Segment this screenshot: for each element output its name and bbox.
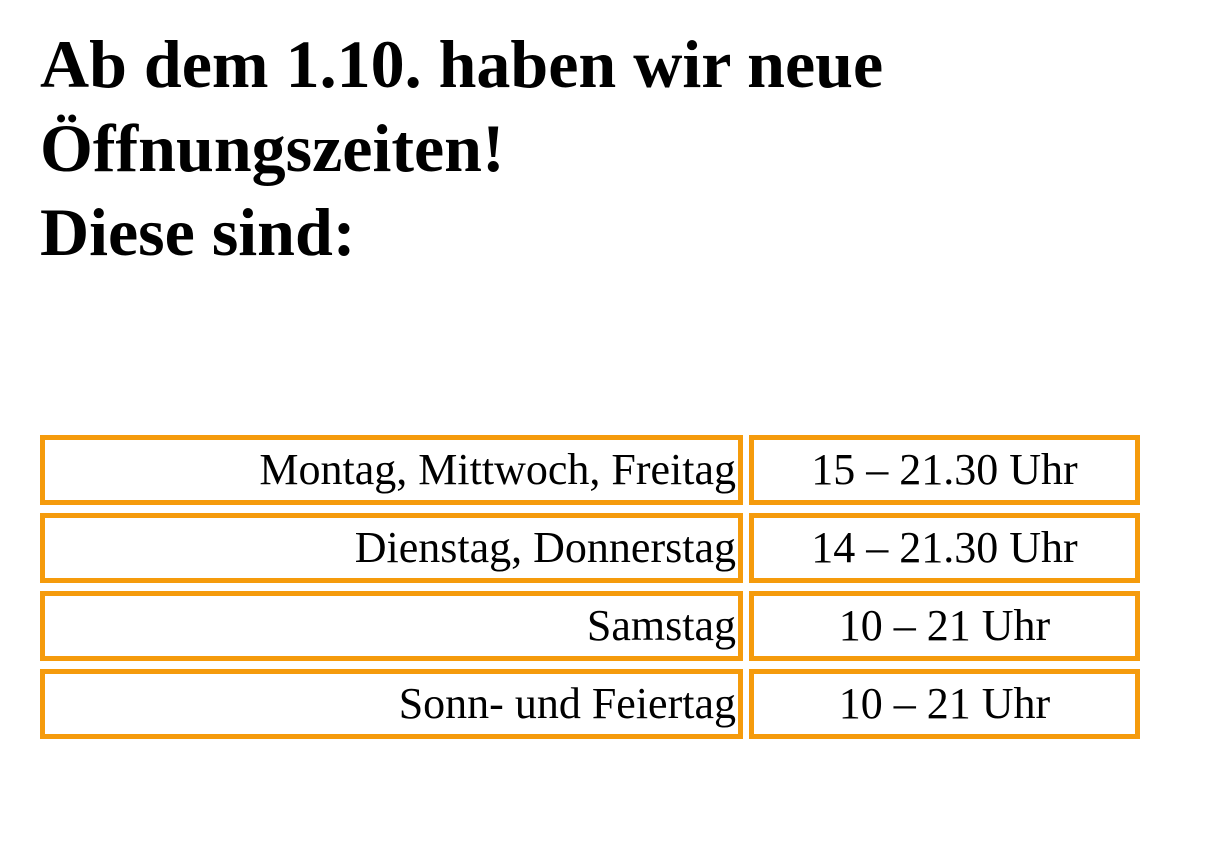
time-cell: 10 – 21 Uhr xyxy=(749,669,1140,739)
headline-line-2: Öffnungszeiten! xyxy=(40,110,505,186)
time-cell: 10 – 21 Uhr xyxy=(749,591,1140,661)
days-cell: Montag, Mittwoch, Freitag xyxy=(40,435,743,505)
headline-line-1: Ab dem 1.10. haben wir neue xyxy=(40,26,884,102)
days-cell: Dienstag, Donnerstag xyxy=(40,513,743,583)
days-cell: Sonn- und Feiertag xyxy=(40,669,743,739)
page-title: Ab dem 1.10. haben wir neue Öffnungszeit… xyxy=(40,22,1180,274)
table-row: Samstag 10 – 21 Uhr xyxy=(40,591,1140,661)
table-row: Sonn- und Feiertag 10 – 21 Uhr xyxy=(40,669,1140,739)
headline-line-3: Diese sind: xyxy=(40,194,356,270)
table-row: Montag, Mittwoch, Freitag 15 – 21.30 Uhr xyxy=(40,435,1140,505)
opening-hours-table: Montag, Mittwoch, Freitag 15 – 21.30 Uhr… xyxy=(40,435,1140,739)
table-row: Dienstag, Donnerstag 14 – 21.30 Uhr xyxy=(40,513,1140,583)
time-cell: 15 – 21.30 Uhr xyxy=(749,435,1140,505)
row-spacer xyxy=(40,661,1140,669)
days-cell: Samstag xyxy=(40,591,743,661)
row-spacer xyxy=(40,505,1140,513)
time-cell: 14 – 21.30 Uhr xyxy=(749,513,1140,583)
row-spacer xyxy=(40,583,1140,591)
